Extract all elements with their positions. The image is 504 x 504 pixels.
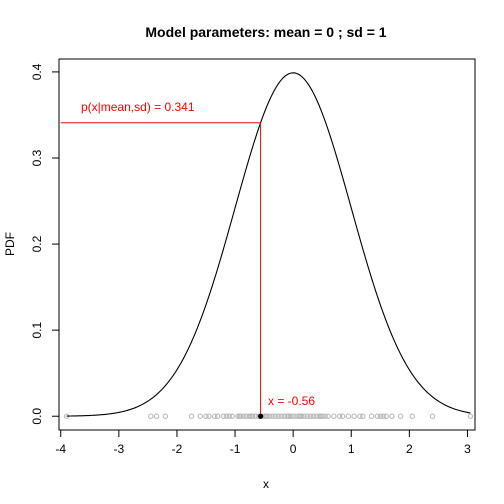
sample-point	[302, 413, 308, 419]
x-tick-label: -2	[172, 442, 183, 456]
sample-point	[307, 413, 314, 419]
sample-point	[374, 413, 381, 419]
sample-point	[264, 413, 270, 419]
sample-point	[336, 413, 343, 419]
x-axis: -4 -3 -2 -1 0 1 2 3	[55, 429, 471, 456]
y-tick-label: 0.3	[30, 149, 44, 166]
sample-point	[377, 413, 383, 419]
sample-point	[229, 413, 235, 419]
sample-point	[273, 413, 279, 419]
y-tick-label: 0.0	[30, 408, 44, 425]
sample-point	[325, 413, 331, 419]
sample-point	[212, 413, 218, 419]
sample-point	[206, 413, 212, 419]
sample-point	[203, 413, 209, 419]
sample-point	[360, 413, 366, 419]
x-tick-label: -1	[230, 442, 241, 456]
sample-point	[339, 413, 346, 419]
x-tick-label: -4	[55, 442, 66, 456]
sample-point	[397, 413, 404, 419]
sample-points	[63, 413, 474, 419]
sample-point	[246, 413, 253, 419]
y-axis: 0.0 0.1 0.2 0.3 0.4	[30, 63, 60, 425]
sample-point	[383, 413, 389, 419]
sample-point	[270, 413, 276, 419]
chart-title: Model parameters: mean = 0 ; sd = 1	[145, 24, 386, 40]
sample-point	[409, 413, 415, 419]
sample-point	[316, 413, 322, 419]
y-axis-label: PDF	[3, 232, 17, 256]
y-tick-label: 0.4	[30, 63, 44, 80]
sample-point	[467, 413, 474, 419]
y-tick-label: 0.1	[30, 321, 44, 338]
sample-point	[241, 413, 247, 419]
sample-point	[380, 413, 386, 419]
sample-point	[214, 413, 221, 419]
sample-point	[368, 413, 375, 419]
sample-point	[238, 413, 244, 419]
sample-point	[331, 413, 337, 419]
x-axis-label: x	[263, 477, 269, 491]
highlight-annotation: p(x|mean,sd) = 0.341 x = -0.56	[60, 100, 315, 419]
sample-point	[290, 413, 296, 419]
x-tick-label: 3	[464, 442, 471, 456]
x-tick-label: 1	[348, 442, 355, 456]
sample-point	[299, 413, 305, 419]
highlight-point	[258, 413, 264, 419]
sample-point	[235, 413, 241, 419]
sample-point	[351, 413, 357, 419]
sample-point	[162, 413, 169, 419]
x-tick-label: 2	[406, 442, 413, 456]
sample-point	[226, 413, 232, 419]
sample-point	[310, 413, 317, 419]
sample-point	[223, 413, 230, 419]
sample-point	[322, 413, 328, 419]
sample-point	[278, 413, 285, 419]
sample-point	[319, 413, 325, 419]
x-tick-label: 0	[290, 442, 297, 456]
sample-point	[197, 413, 203, 419]
x-value-label: x = -0.56	[268, 394, 315, 408]
sample-point	[249, 413, 256, 419]
x-tick-label: -3	[114, 442, 125, 456]
sample-point	[220, 413, 227, 419]
sample-point	[153, 413, 160, 419]
sample-point	[252, 413, 259, 419]
sample-point	[275, 413, 282, 419]
sample-point	[389, 413, 395, 419]
sample-point	[304, 413, 311, 419]
pdf-value-label: p(x|mean,sd) = 0.341	[81, 100, 195, 114]
density-curve	[66, 72, 471, 417]
sample-point	[287, 413, 293, 419]
sample-point	[429, 413, 436, 419]
sample-point	[148, 413, 154, 419]
sample-point	[357, 413, 363, 419]
y-tick-label: 0.2	[30, 235, 44, 252]
sample-point	[267, 413, 273, 419]
sample-point	[345, 413, 352, 419]
sample-point	[188, 413, 195, 419]
